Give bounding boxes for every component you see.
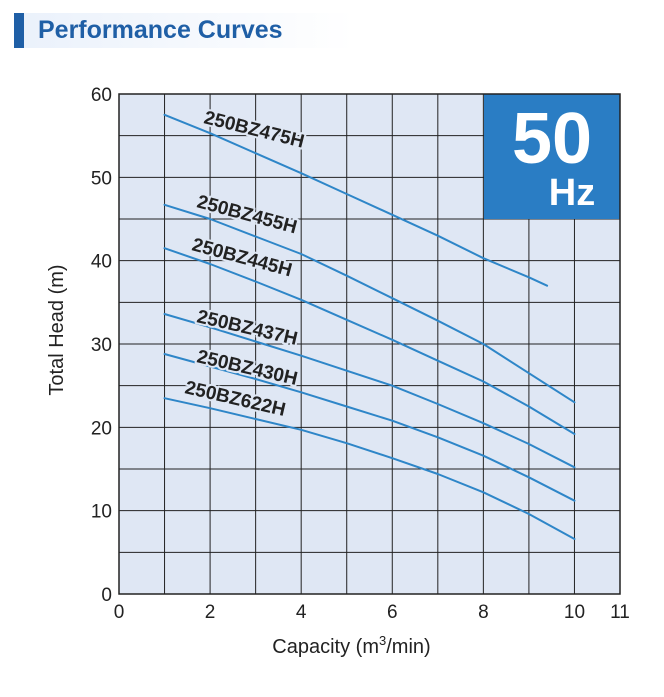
y-tick-label: 0 <box>101 585 112 606</box>
x-tick-labels: 0 2 4 6 8 10 11 <box>114 602 630 623</box>
x-axis-label-unit: /min) <box>386 636 430 658</box>
frequency-value: 50 <box>512 99 592 179</box>
frequency-unit: Hz <box>549 172 595 214</box>
x-tick-label: 6 <box>387 602 398 623</box>
curve-250BZ455H <box>163 203 576 404</box>
curve-250BZ437H <box>163 313 576 469</box>
y-tick-label: 60 <box>91 85 112 106</box>
x-tick-label: 8 <box>478 602 489 623</box>
plot-frame <box>118 93 621 595</box>
curve-250BZ475H <box>163 113 549 287</box>
x-axis-label-superscript: 3 <box>379 633 386 648</box>
x-tick-label: 2 <box>205 602 216 623</box>
frequency-badge-box <box>484 94 620 219</box>
section-header: Performance Curves <box>14 13 354 48</box>
curve-250BZ430H <box>163 353 576 502</box>
y-axis-label: Total Head (m) <box>46 264 68 395</box>
header-accent-bar <box>14 13 24 48</box>
page-title: Performance Curves <box>38 16 283 44</box>
x-tick-label: 10 <box>564 602 585 623</box>
x-axis-label-text: Capacity (m <box>272 636 379 658</box>
x-tick-label: 11 <box>610 602 630 623</box>
y-tick-label: 30 <box>91 335 112 356</box>
curves <box>163 113 576 540</box>
x-axis-label: Capacity (m3/min) <box>272 633 430 658</box>
y-tick-label: 40 <box>91 252 112 273</box>
curve-250BZ622H <box>163 397 576 540</box>
x-tick-label: 4 <box>296 602 307 623</box>
frequency-badge: 50 Hz <box>484 94 620 219</box>
x-tick-label: 0 <box>114 602 125 623</box>
y-tick-label: 50 <box>91 168 112 189</box>
y-tick-label: 10 <box>91 502 112 523</box>
y-tick-label: 20 <box>91 418 112 439</box>
curve-250BZ445H <box>163 247 576 435</box>
y-tick-labels: 0 10 20 30 40 50 60 <box>91 85 112 606</box>
